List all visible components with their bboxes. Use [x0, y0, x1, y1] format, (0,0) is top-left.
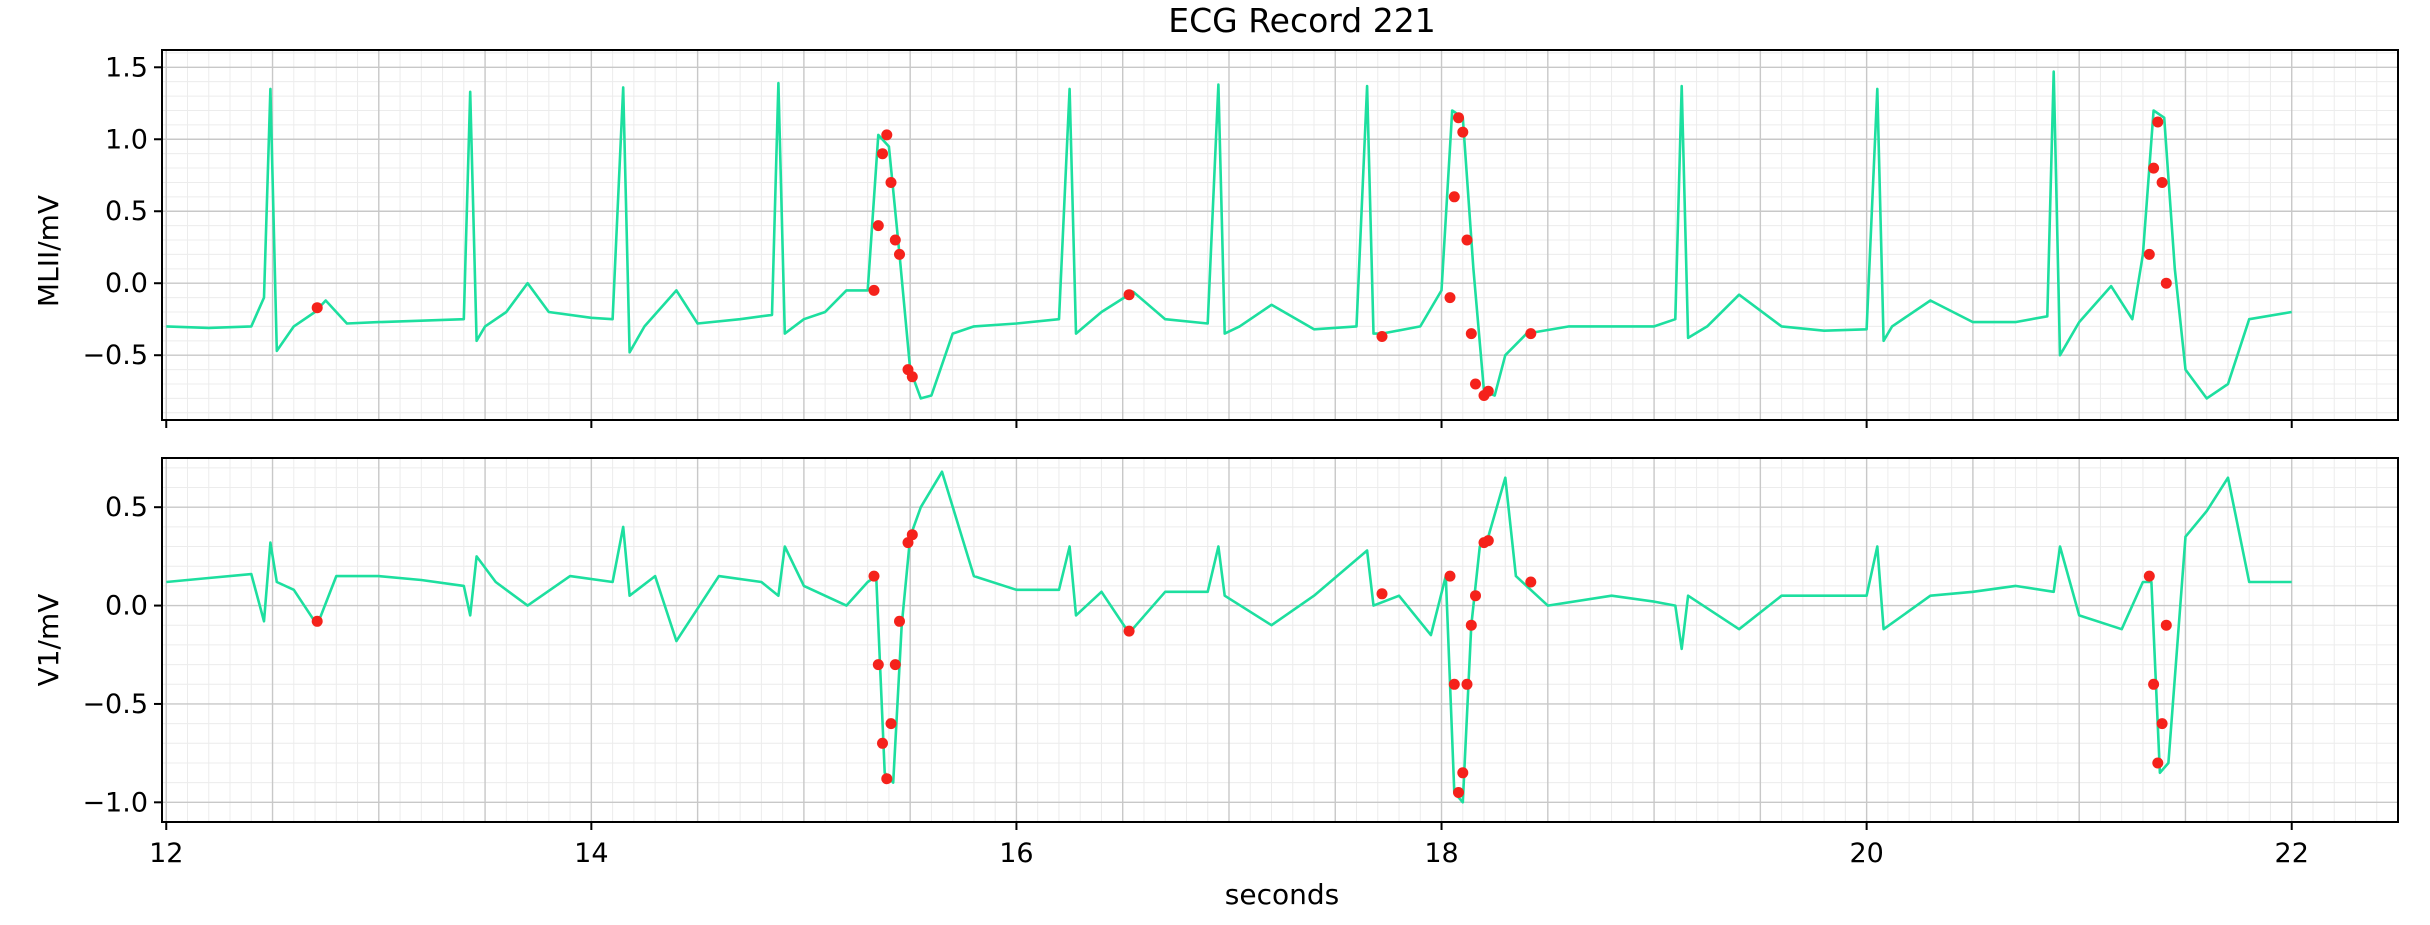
v1-annotation-point: [894, 615, 905, 627]
v1-annotation-point: [1453, 787, 1464, 798]
mlii-y-tick-label: 0.0: [105, 268, 148, 299]
v1-annotation-point: [881, 773, 893, 785]
v1-y-axis-label: V1/mV: [32, 594, 65, 687]
v1-annotation-point: [2160, 619, 2172, 631]
v1-annotation-point: [1376, 588, 1388, 600]
mlii-annotation-point: [872, 220, 884, 232]
v1-annotation-point: [877, 737, 888, 749]
mlii-annotation-point: [311, 302, 323, 314]
mlii-annotation-point: [1123, 289, 1135, 301]
v1-panel: 0.5 0.0 −0.5 −1.0 12 14 16 18 20 22 V1/mV: [32, 457, 2399, 869]
v1-annotation-point: [2156, 718, 2168, 730]
mlii-annotation-point: [1457, 126, 1469, 138]
v1-y-tick-label: −1.0: [82, 787, 148, 818]
mlii-annotation-point: [894, 248, 905, 260]
v1-y-tick-label: 0.5: [105, 492, 148, 523]
mlii-annotation-point: [2156, 177, 2168, 188]
mlii-grid: [162, 50, 2399, 420]
v1-annotation-point: [1470, 590, 1481, 602]
mlii-annotation-point: [906, 371, 918, 383]
mlii-annotation-point: [881, 129, 893, 141]
x-tick-label: 22: [2275, 838, 2309, 869]
mlii-annotation-point: [1448, 191, 1460, 203]
v1-annotation-point: [1123, 625, 1135, 637]
mlii-annotation-point: [2143, 248, 2155, 260]
v1-annotation-point: [1525, 576, 1537, 588]
mlii-plot-frame: [161, 49, 2399, 421]
mlii-annotation-point: [2160, 277, 2172, 289]
x-tick-label: 14: [574, 838, 608, 869]
mlii-annotation-point: [877, 148, 888, 160]
v1-signal-line: [166, 470, 2292, 804]
mlii-annotation-point: [2152, 116, 2164, 128]
mlii-panel: 1.5 1.0 0.5 0.0 −0.5 MLII/mV: [32, 49, 2399, 428]
x-tick-label: 18: [1424, 838, 1458, 869]
v1-x-ticks: 12 14 16 18 20 22: [149, 822, 2309, 869]
v1-annotation-point: [311, 615, 323, 627]
x-tick-label: 20: [1849, 838, 1883, 869]
mlii-annotation-point: [1376, 331, 1388, 342]
mlii-annotation-point: [1461, 234, 1473, 246]
v1-y-ticks: 0.5 0.0 −0.5 −1.0: [82, 492, 162, 818]
mlii-y-tick-label: 0.5: [105, 196, 148, 227]
mlii-signal-line: [166, 70, 2292, 400]
v1-annotation-point: [1465, 619, 1477, 631]
v1-annotation-point: [1461, 678, 1473, 690]
mlii-annotation-point: [1465, 328, 1477, 340]
mlii-y-tick-label: −0.5: [82, 340, 148, 371]
chart-title: ECG Record 221: [1168, 1, 1435, 40]
v1-annotation-point: [2152, 757, 2164, 769]
v1-annotation-point: [872, 659, 884, 671]
mlii-annotation-point: [1482, 385, 1494, 397]
mlii-y-tick-label: 1.5: [105, 52, 148, 83]
v1-annotation-point: [885, 718, 897, 730]
v1-y-tick-label: −0.5: [82, 689, 148, 720]
v1-annotation-point: [1448, 678, 1460, 690]
v1-annotation-point: [906, 529, 918, 541]
x-tick-label: 16: [999, 838, 1033, 869]
mlii-y-ticks: 1.5 1.0 0.5 0.0 −0.5: [82, 52, 162, 371]
mlii-y-tick-label: 1.0: [105, 124, 148, 155]
mlii-y-axis-label: MLII/mV: [32, 195, 65, 307]
v1-y-tick-label: 0.0: [105, 591, 148, 622]
mlii-x-ticks: [165, 420, 2293, 428]
v1-plot-frame: [161, 457, 2399, 823]
v1-annotation-point: [1482, 535, 1494, 547]
mlii-annotation-point: [1470, 378, 1481, 390]
mlii-annotation-point: [2148, 162, 2160, 174]
v1-annotation-point: [1444, 570, 1456, 582]
v1-annotation-point: [2148, 678, 2160, 690]
v1-grid: [162, 458, 2399, 823]
v1-annotation-group: [311, 529, 2172, 798]
x-axis-label: seconds: [1225, 878, 1339, 911]
mlii-signal-group: [166, 70, 2292, 400]
mlii-annotation-point: [885, 177, 897, 188]
v1-annotation-point: [868, 570, 880, 582]
mlii-annotation-point: [1453, 112, 1464, 124]
mlii-annotation-point: [889, 234, 901, 246]
mlii-annotation-point: [868, 284, 880, 296]
v1-annotation-point: [2143, 570, 2155, 582]
x-tick-label: 12: [149, 838, 183, 869]
v1-signal-group: [166, 470, 2292, 804]
v1-annotation-point: [889, 659, 901, 671]
mlii-annotation-point: [1444, 292, 1456, 304]
mlii-annotation-point: [1525, 328, 1537, 340]
mlii-annotation-group: [311, 112, 2172, 401]
v1-annotation-point: [1457, 767, 1469, 779]
